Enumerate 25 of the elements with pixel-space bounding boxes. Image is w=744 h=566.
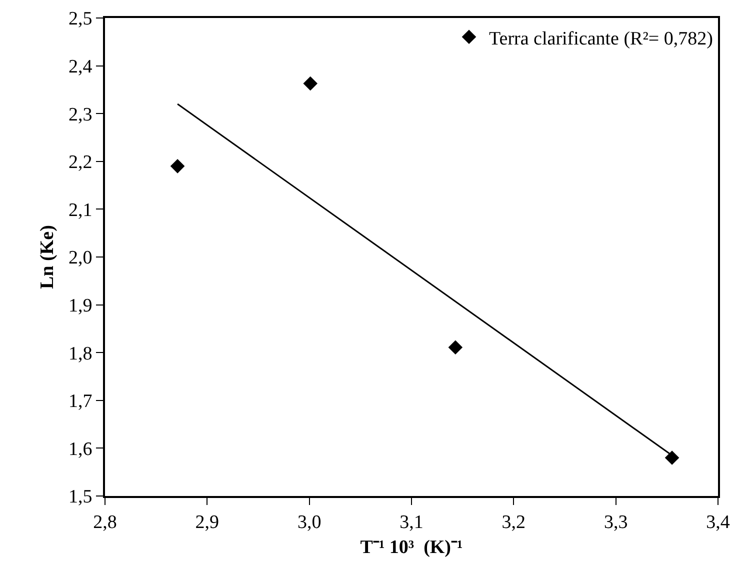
x-tick-label: 3,4: [706, 512, 730, 533]
y-tick-label: 1,8: [68, 343, 92, 364]
y-tick-label: 2,0: [68, 248, 92, 269]
point: [664, 450, 680, 465]
y-tick-label: 2,2: [68, 152, 92, 174]
y-tick-label: 1,7: [68, 391, 92, 412]
point: [170, 159, 185, 174]
y-axis-title: Ln (Ke): [36, 225, 58, 289]
y-tick-label: 2,5: [68, 8, 92, 30]
y-tick-label: 1,6: [68, 438, 92, 460]
x-tick-label: 2,9: [195, 512, 220, 533]
x-tick-label: 2,8: [93, 512, 117, 533]
point: [303, 76, 318, 91]
legend-label: Terra clarificante (R²= 0,782): [489, 28, 713, 50]
y-tick-label: 1,5: [68, 486, 92, 508]
x-tick-label: 3,3: [604, 512, 628, 533]
x-tick-label: 3,0: [297, 512, 322, 533]
point: [448, 340, 463, 354]
x-tick-label: 3,2: [502, 512, 526, 533]
x-tick-label: 3,1: [400, 512, 424, 533]
x-axis-title: T⁻¹ 10³ (K)⁻¹: [360, 537, 463, 558]
y-tick-label: 2,3: [68, 104, 92, 126]
y-tick-label: 2,4: [68, 56, 93, 78]
y-tick-label: 2,1: [68, 200, 92, 221]
y-tick-label: 1,9: [68, 295, 92, 316]
